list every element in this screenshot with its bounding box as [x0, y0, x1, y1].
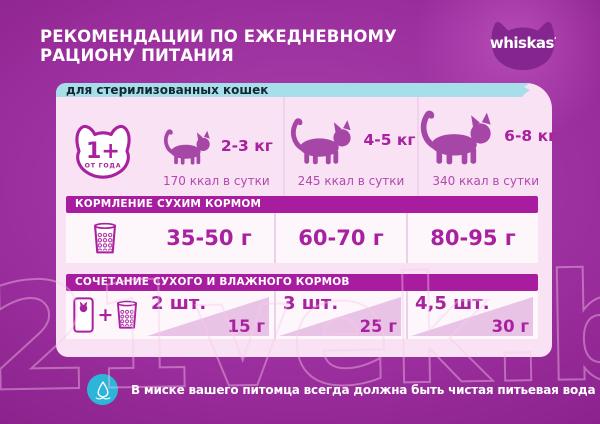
water-note-text: В миске вашего питомца всегда должна быт…	[131, 382, 596, 397]
kibble-cup-icon	[117, 300, 138, 329]
water-note: В миске вашего питомца всегда должна быт…	[87, 374, 596, 405]
mixed-column-3: 4,5 шт. 30 г	[406, 291, 538, 339]
mixed-column-1: 2 шт. 15 г	[144, 291, 274, 339]
whiskas-cat-head-icon	[491, 21, 555, 71]
weight-label: 6-8 кг	[504, 127, 557, 145]
dry-grams: 15 г	[227, 317, 265, 336]
kcal-label: 245 ккал в сутки	[297, 174, 405, 188]
dry-grams: 30 г	[491, 317, 529, 336]
age-badge-value: 1+	[86, 138, 120, 164]
mixed-section-header: СОЧЕТАНИЕ СУХОГО И ВЛАЖНОГО КОРМОВ	[66, 274, 538, 291]
kcal-label: 340 ккал в сутки	[432, 174, 540, 188]
cat-silhouette-medium-icon	[286, 115, 356, 165]
cat-silhouette-small-icon	[160, 127, 214, 165]
dry-value-3: 80-95 г	[406, 213, 538, 263]
age-badge-caption: ОТ ГОДА	[85, 162, 122, 169]
weight-column-1: 2-3 кг 170 ккал в сутки	[150, 97, 283, 196]
cat-silhouette-large-icon	[415, 107, 497, 165]
plus-sign: +	[97, 303, 114, 326]
dry-grams: 25 г	[359, 317, 397, 336]
pouch-count: 3 шт.	[283, 293, 339, 314]
weight-column-2: 4-5 кг 245 ккал в сутки	[282, 97, 418, 196]
trademark-mark: ’	[553, 36, 557, 44]
dry-value-2: 60-70 г	[274, 213, 406, 263]
mixed-feeding-section: СОЧЕТАНИЕ СУХОГО И ВЛАЖНОГО КОРМОВ +	[66, 274, 538, 339]
page-title: РЕКОМЕНДАЦИИ ПО ЕЖЕДНЕВНОМУ РАЦИОНУ ПИТА…	[40, 27, 397, 65]
whiskas-logo: whiskas’	[484, 12, 562, 74]
water-drop-badge	[87, 374, 118, 405]
brand-name: whiskas’	[489, 34, 557, 52]
water-drop-icon	[95, 380, 110, 399]
dry-value-1: 35-50 г	[166, 226, 252, 250]
age-badge: 1+ ОТ ГОДА	[56, 97, 150, 196]
weight-row: 1+ ОТ ГОДА 2-3 кг 170 ккал в сутки 4-5 к…	[56, 97, 556, 196]
wet-food-pouch-icon	[72, 297, 94, 333]
audience-strip: для стерилизованных кошек	[56, 83, 530, 97]
kibble-cup-icon	[93, 222, 117, 253]
kcal-label: 170 ккал в сутки	[162, 174, 270, 188]
pouch-count: 2 шт.	[151, 293, 207, 314]
weight-label: 2-3 кг	[220, 137, 273, 155]
cat-head-outline-icon: 1+ ОТ ГОДА	[75, 124, 131, 179]
dry-food-section: КОРМЛЕНИЕ СУХИМ КОРМОМ 35-50 г 60-70 г 8…	[66, 196, 538, 263]
weight-label: 4-5 кг	[363, 131, 416, 149]
weight-column-3: 6-8 кг 340 ккал в сутки	[415, 97, 556, 196]
pouch-count: 4,5 шт.	[415, 293, 490, 314]
recommendation-panel: для стерилизованных кошек 1+ ОТ ГОДА 2-3…	[56, 83, 556, 357]
mixed-column-2: 3 шт. 25 г	[274, 291, 406, 339]
dry-section-header: КОРМЛЕНИЕ СУХИМ КОРМОМ	[66, 196, 538, 213]
